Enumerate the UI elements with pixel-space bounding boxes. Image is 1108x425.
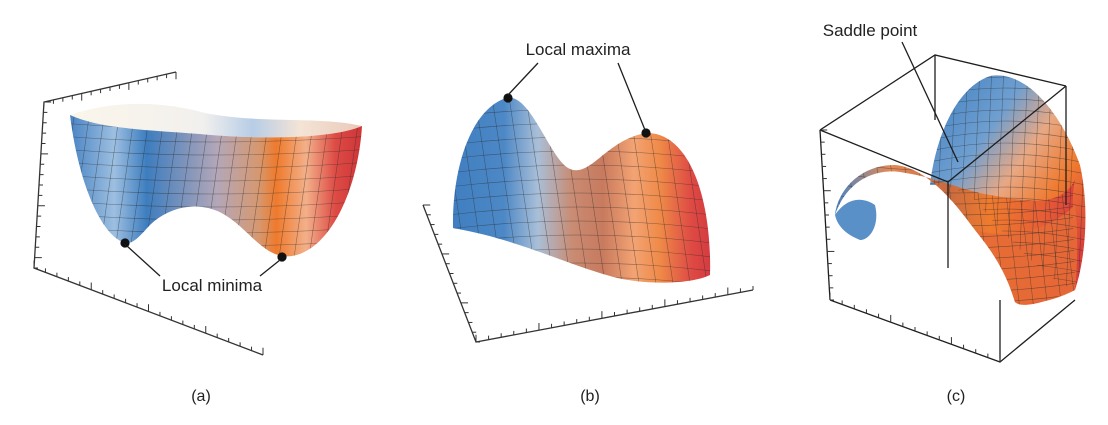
panel-a-leader-left — [126, 245, 161, 277]
panel-a-leader-right — [259, 259, 281, 277]
mesh-line — [452, 206, 711, 217]
panel-a-ticks — [33, 72, 264, 355]
mesh-line — [70, 135, 362, 143]
mesh-line — [712, 90, 742, 290]
mesh-line — [930, 175, 1086, 187]
panel-b-max-marker-left — [503, 93, 513, 103]
mesh-line — [903, 165, 923, 305]
panel-c: Saddle point (c) — [819, 21, 1104, 405]
mesh-line — [452, 220, 711, 231]
mesh-line — [835, 302, 1075, 305]
panel-b-max-marker-right — [641, 128, 651, 138]
panel-c-ticks — [820, 129, 1001, 362]
mesh-line — [889, 165, 909, 305]
panel-a-caption: (a) — [191, 388, 211, 405]
mesh-line — [910, 65, 920, 295]
mesh-line — [70, 115, 76, 257]
panel-b-ticks — [423, 204, 754, 343]
mesh-line — [440, 81, 720, 90]
mesh-line — [930, 153, 1086, 165]
mesh-line — [930, 142, 1086, 154]
mesh-line — [70, 174, 362, 182]
local-minima-label: Local minima — [162, 276, 263, 295]
mesh-line — [930, 164, 1086, 176]
mesh-line — [70, 148, 362, 156]
panel-c-leader — [901, 41, 959, 163]
mesh-line — [70, 161, 362, 169]
panel-c-surface-left — [835, 199, 877, 240]
mesh-line — [1086, 160, 1104, 310]
panel-a-axes — [33, 71, 264, 356]
mesh-line — [920, 55, 1090, 65]
panel-c-caption: (c) — [947, 388, 966, 405]
panel-a-surface — [70, 115, 362, 257]
mesh-line — [70, 200, 362, 208]
panel-b: Local maxima (b) — [422, 40, 754, 405]
mesh-line — [452, 192, 711, 203]
mesh-line — [38, 110, 60, 265]
panel-b-leader-left — [507, 62, 539, 96]
mesh-line — [70, 187, 362, 195]
mesh-line — [875, 165, 895, 305]
panel-a-min-marker-right — [277, 252, 287, 262]
mesh-line — [70, 239, 362, 247]
panel-a-min-marker-left — [120, 238, 130, 248]
mesh-line — [452, 178, 711, 189]
panel-b-leader-right — [617, 62, 646, 131]
panel-a: Local minima (a) — [33, 71, 362, 405]
panel-c-box-back — [819, 54, 1067, 131]
mesh-line — [835, 165, 853, 305]
panel-b-caption: (b) — [580, 388, 600, 405]
local-maxima-label: Local maxima — [526, 40, 631, 59]
mesh-line — [70, 252, 362, 257]
saddle-point-label: Saddle point — [823, 21, 918, 40]
panel-c-box-front — [819, 85, 1076, 363]
mesh-line — [452, 97, 711, 105]
panel-a-surface-inner — [70, 103, 362, 138]
panel-b-surface — [452, 97, 711, 283]
panel-b-axes — [422, 204, 754, 343]
